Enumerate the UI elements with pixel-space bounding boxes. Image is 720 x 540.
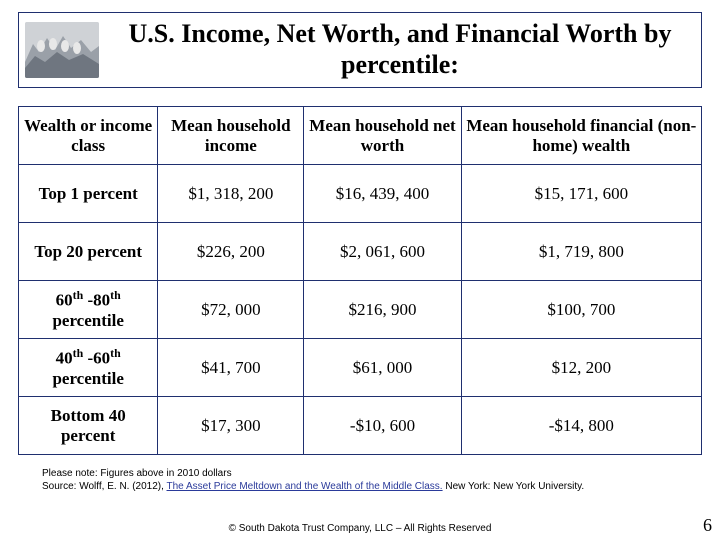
cell-income: $72, 000 xyxy=(158,281,304,339)
cell-finwealth: $12, 200 xyxy=(461,339,701,397)
row-label: Top 20 percent xyxy=(19,223,158,281)
col-header-networth: Mean household net worth xyxy=(304,107,461,165)
table-row: 40th -60th percentile $41, 700 $61, 000 … xyxy=(19,339,702,397)
page-number: 6 xyxy=(703,515,712,536)
cell-income: $1, 318, 200 xyxy=(158,165,304,223)
row-label: 40th -60th percentile xyxy=(19,339,158,397)
table-header-row: Wealth or income class Mean household in… xyxy=(19,107,702,165)
cell-networth: $216, 900 xyxy=(304,281,461,339)
cell-networth: $16, 439, 400 xyxy=(304,165,461,223)
footnote-source-pre: Source: Wolff, E. N. (2012), xyxy=(42,481,167,492)
footnote-citation: The Asset Price Meltdown and the Wealth … xyxy=(167,481,443,492)
table-row: Bottom 40 percent $17, 300 -$10, 600 -$1… xyxy=(19,397,702,455)
table-body: Top 1 percent $1, 318, 200 $16, 439, 400… xyxy=(19,165,702,455)
col-header-finwealth: Mean household financial (non-home) weal… xyxy=(461,107,701,165)
row-label: Top 1 percent xyxy=(19,165,158,223)
cell-finwealth: $15, 171, 600 xyxy=(461,165,701,223)
title-header: U.S. Income, Net Worth, and Financial Wo… xyxy=(18,12,702,88)
rushmore-icon xyxy=(25,22,99,78)
footnote-line1: Please note: Figures above in 2010 dolla… xyxy=(42,468,584,481)
footnote-source-post: New York: New York University. xyxy=(443,481,585,492)
wealth-table: Wealth or income class Mean household in… xyxy=(18,106,702,455)
cell-networth: -$10, 600 xyxy=(304,397,461,455)
cell-income: $17, 300 xyxy=(158,397,304,455)
cell-finwealth: $1, 719, 800 xyxy=(461,223,701,281)
row-label: Bottom 40 percent xyxy=(19,397,158,455)
page-title: U.S. Income, Net Worth, and Financial Wo… xyxy=(99,19,701,80)
table-row: 60th -80th percentile $72, 000 $216, 900… xyxy=(19,281,702,339)
cell-finwealth: -$14, 800 xyxy=(461,397,701,455)
cell-income: $41, 700 xyxy=(158,339,304,397)
footnote: Please note: Figures above in 2010 dolla… xyxy=(42,468,584,493)
footnote-line2: Source: Wolff, E. N. (2012), The Asset P… xyxy=(42,481,584,494)
col-header-income: Mean household income xyxy=(158,107,304,165)
table-row: Top 1 percent $1, 318, 200 $16, 439, 400… xyxy=(19,165,702,223)
table-row: Top 20 percent $226, 200 $2, 061, 600 $1… xyxy=(19,223,702,281)
row-label: 60th -80th percentile xyxy=(19,281,158,339)
cell-income: $226, 200 xyxy=(158,223,304,281)
cell-finwealth: $100, 700 xyxy=(461,281,701,339)
col-header-class: Wealth or income class xyxy=(19,107,158,165)
copyright: © South Dakota Trust Company, LLC – All … xyxy=(0,523,720,534)
cell-networth: $61, 000 xyxy=(304,339,461,397)
cell-networth: $2, 061, 600 xyxy=(304,223,461,281)
